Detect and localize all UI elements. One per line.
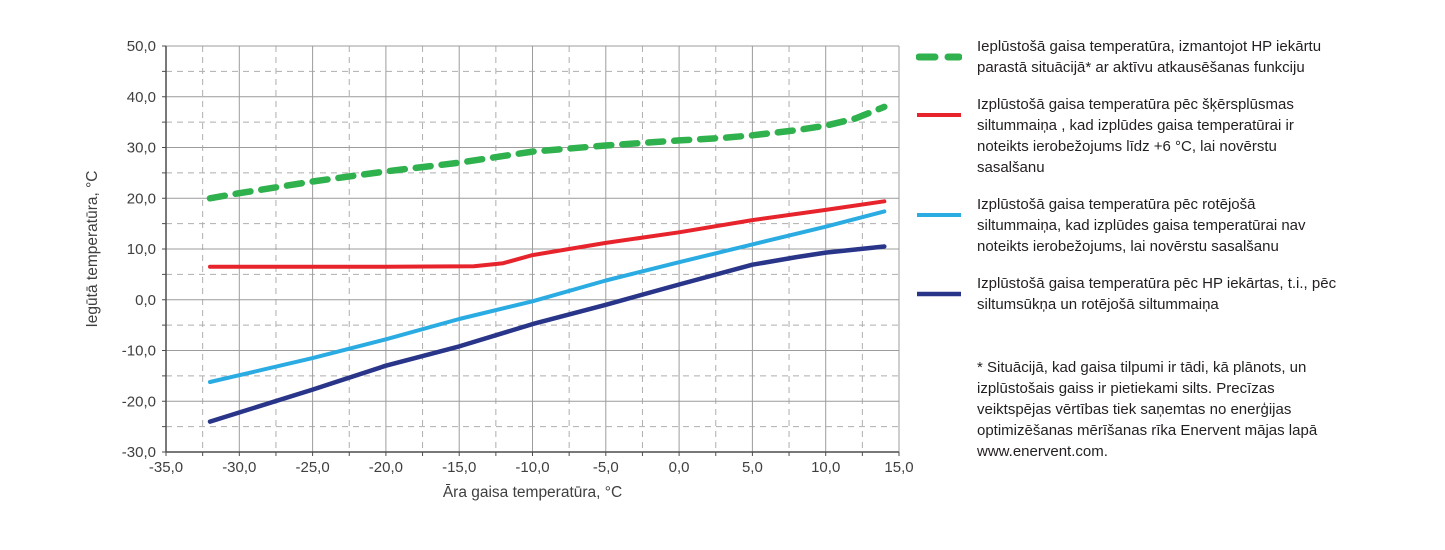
svg-text:-5,0: -5,0: [593, 459, 619, 476]
svg-text:-20,0: -20,0: [122, 393, 156, 410]
svg-text:-30,0: -30,0: [122, 444, 156, 461]
svg-text:-20,0: -20,0: [369, 459, 403, 476]
temperature-line-chart: -35,0 -30,0 -25,0 -20,0 -15,0 -10,0 -5,0 0,0 5,0…: [84, 38, 914, 501]
svg-text:-10,0: -10,0: [515, 459, 549, 476]
svg-text:-10,0: -10,0: [122, 343, 156, 360]
legend-item: Izplūstošā gaisa temperatūra pēc HP iekā…: [916, 273, 1356, 315]
green-dashed-line-icon: [916, 53, 962, 61]
svg-text:Āra gaisa temperatūra, °C: Āra gaisa temperatūra, °C: [443, 484, 622, 501]
legend-item-label: Izplūstošā gaisa temperatūra pēc šķērspl…: [977, 96, 1294, 176]
svg-text:40,0: 40,0: [127, 89, 156, 106]
legend-item-label: Izplūstošā gaisa temperatūra pēc HP iekā…: [977, 275, 1337, 313]
svg-text:10,0: 10,0: [811, 459, 840, 476]
cyan-line-icon: [917, 213, 961, 217]
svg-text:Iegūtā temperatūra, °C: Iegūtā temperatūra, °C: [84, 171, 101, 328]
footnote: * Situācijā, kad gaisa tilpumi ir tādi, …: [977, 359, 1318, 460]
svg-text:20,0: 20,0: [127, 190, 156, 207]
svg-text:0,0: 0,0: [135, 292, 156, 309]
red-line-icon: [917, 113, 961, 117]
navy-line-icon: [917, 291, 961, 297]
svg-text:-15,0: -15,0: [442, 459, 476, 476]
legend-item: Izplūstošā gaisa temperatūra pēc rotējoš…: [916, 194, 1356, 257]
svg-text:15,0: 15,0: [884, 459, 913, 476]
svg-text:10,0: 10,0: [127, 241, 156, 258]
svg-text:-30,0: -30,0: [222, 459, 256, 476]
svg-text:50,0: 50,0: [127, 38, 156, 55]
svg-text:-35,0: -35,0: [149, 459, 183, 476]
legend-item: Izplūstošā gaisa temperatūra pēc šķērspl…: [916, 94, 1356, 178]
svg-text:30,0: 30,0: [127, 140, 156, 157]
chart: -35,0 -30,0 -25,0 -20,0 -15,0 -10,0 -5,0 0,0 5,0…: [84, 38, 914, 501]
svg-text:5,0: 5,0: [742, 459, 763, 476]
svg-text:-25,0: -25,0: [295, 459, 329, 476]
legend-item-label: Ieplūstošā gaisa temperatūra, izmantojot…: [977, 38, 1322, 76]
legend-item: Ieplūstošā gaisa temperatūra, izmantojot…: [916, 36, 1356, 78]
legend: Ieplūstošā gaisa temperatūra, izmantojot…: [916, 36, 1356, 462]
legend-item-label: Izplūstošā gaisa temperatūra pēc rotējoš…: [977, 196, 1306, 255]
svg-text:0,0: 0,0: [669, 459, 690, 476]
